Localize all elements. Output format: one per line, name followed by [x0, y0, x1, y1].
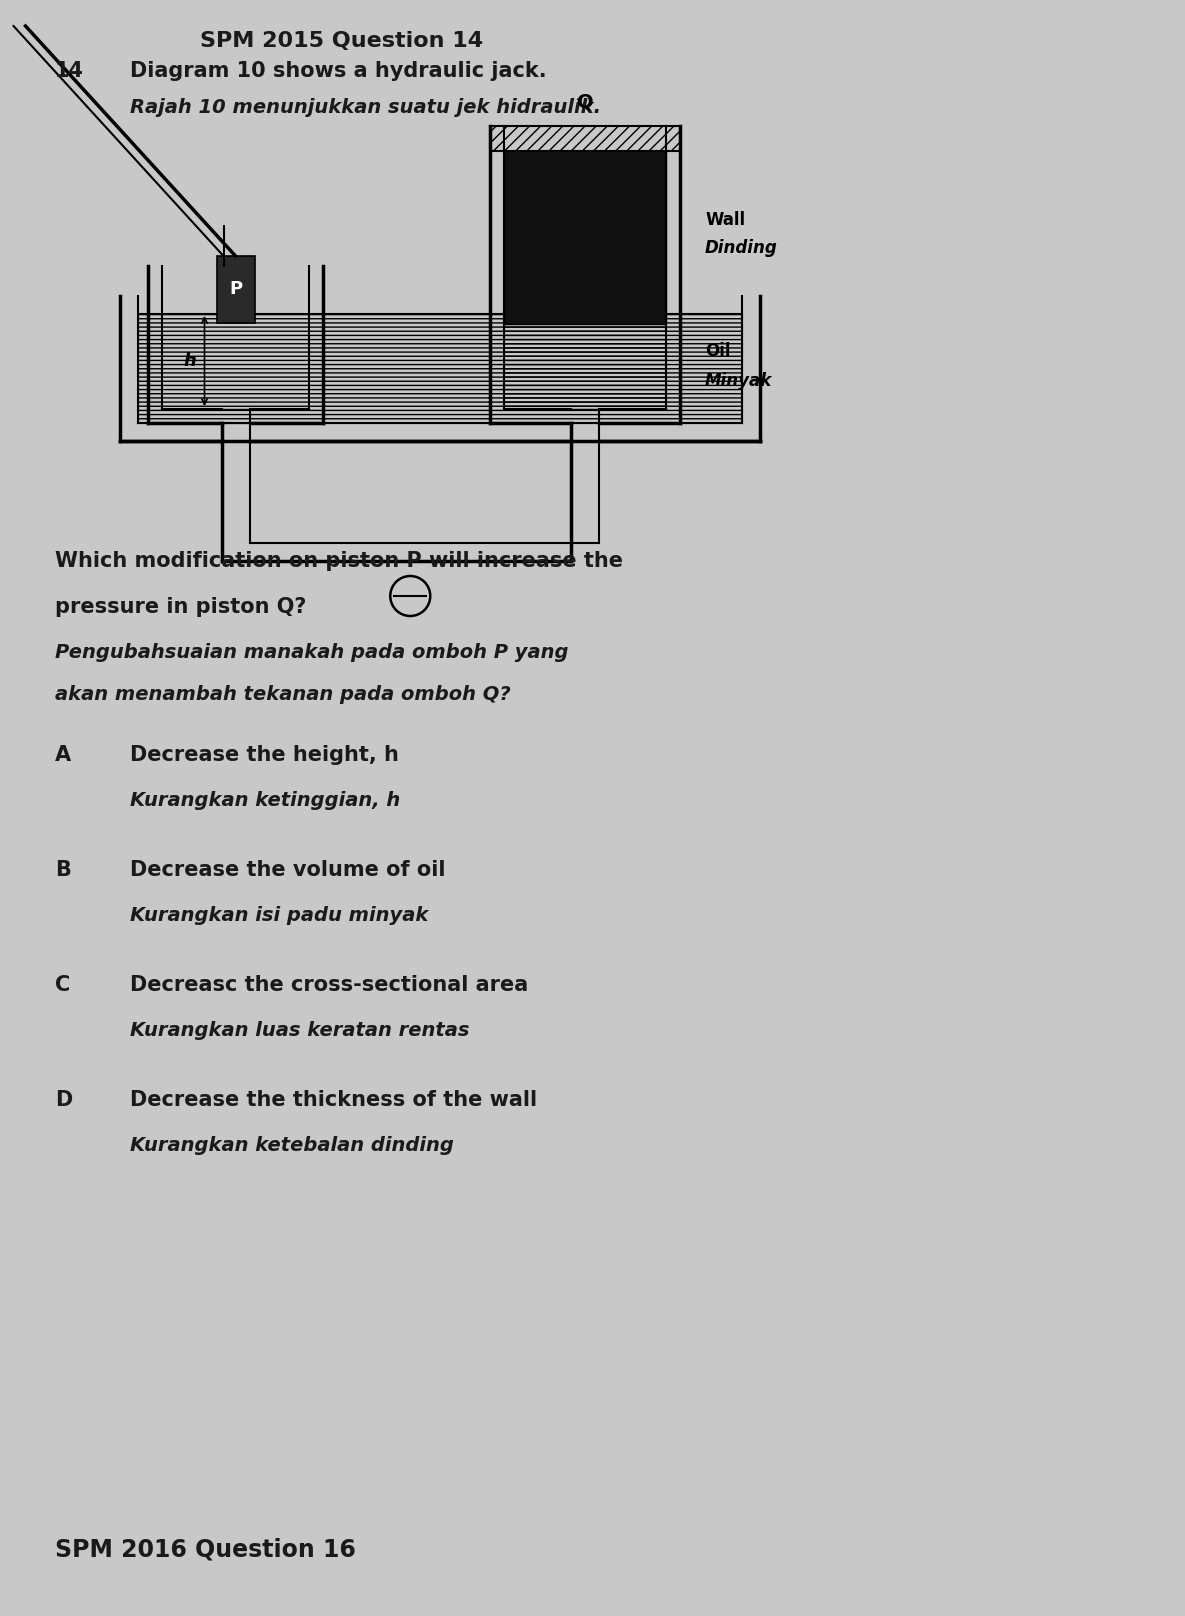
Text: Kurangkan luas keratan rentas: Kurangkan luas keratan rentas [130, 1021, 469, 1041]
Text: Decrease the height, h: Decrease the height, h [130, 745, 399, 764]
Text: D: D [55, 1091, 72, 1110]
Bar [504, 150, 666, 323]
Text: akan menambah tekanan pada omboh Q?: akan menambah tekanan pada omboh Q? [55, 685, 511, 705]
Text: P: P [229, 281, 242, 299]
Text: Rajah 10 menunjukkan suatu jek hidraulik.: Rajah 10 menunjukkan suatu jek hidraulik… [130, 99, 601, 116]
Text: Which modification on piston P will increase the: Which modification on piston P will incr… [55, 551, 623, 570]
Bar [491, 126, 680, 150]
Text: Pengubahsuaian manakah pada omboh P yang: Pengubahsuaian manakah pada omboh P yang [55, 643, 569, 663]
Text: Decrease the thickness of the wall: Decrease the thickness of the wall [130, 1091, 537, 1110]
Text: Kurangkan ketebalan dinding: Kurangkan ketebalan dinding [130, 1136, 454, 1155]
Text: Kurangkan ketinggian, h: Kurangkan ketinggian, h [130, 790, 401, 810]
Text: C: C [55, 974, 70, 995]
Bar [217, 255, 255, 323]
Text: Dinding: Dinding [705, 239, 777, 257]
Text: Decreasc the cross-sectional area: Decreasc the cross-sectional area [130, 974, 529, 995]
Text: h: h [184, 352, 197, 370]
Circle shape [390, 575, 430, 616]
Text: pressure in piston Q?: pressure in piston Q? [55, 596, 307, 617]
Bar [137, 314, 742, 423]
Text: Diagram 10 shows a hydraulic jack.: Diagram 10 shows a hydraulic jack. [130, 61, 546, 81]
Text: Kurangkan isi padu minyak: Kurangkan isi padu minyak [130, 907, 428, 924]
Text: B: B [55, 860, 71, 881]
Text: SPM 2016 Question 16: SPM 2016 Question 16 [55, 1537, 356, 1561]
Text: Minyak: Minyak [705, 372, 773, 389]
Text: SPM 2015 Question 14: SPM 2015 Question 14 [200, 31, 483, 52]
Text: A: A [55, 745, 71, 764]
Text: Q: Q [577, 92, 594, 112]
Text: Decrease the volume of oil: Decrease the volume of oil [130, 860, 446, 881]
Bar [504, 323, 666, 409]
Text: Oil: Oil [705, 341, 730, 359]
Text: Wall: Wall [705, 212, 745, 229]
Text: 14: 14 [55, 61, 84, 81]
